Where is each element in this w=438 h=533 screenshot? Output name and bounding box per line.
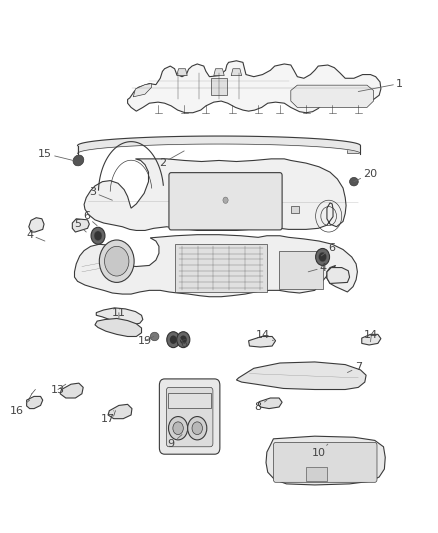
FancyBboxPatch shape (166, 387, 213, 447)
Circle shape (99, 240, 134, 282)
Text: 5: 5 (74, 219, 86, 232)
Text: 6: 6 (321, 243, 336, 256)
Text: 17: 17 (101, 411, 115, 424)
Circle shape (192, 422, 202, 434)
Circle shape (177, 332, 190, 348)
Bar (279, 251, 322, 289)
Polygon shape (266, 436, 385, 485)
Ellipse shape (73, 155, 84, 166)
Text: 14: 14 (255, 330, 273, 341)
Polygon shape (96, 308, 143, 325)
Polygon shape (29, 217, 44, 232)
FancyBboxPatch shape (273, 442, 377, 482)
Text: 11: 11 (112, 308, 126, 318)
Text: 6: 6 (180, 338, 187, 350)
Bar (291, 206, 299, 214)
Bar (211, 78, 227, 95)
Circle shape (105, 246, 129, 276)
Circle shape (319, 252, 326, 262)
Polygon shape (95, 318, 141, 336)
Bar (306, 467, 327, 481)
Text: 16: 16 (10, 400, 30, 416)
Text: 9: 9 (168, 434, 182, 449)
Text: 13: 13 (51, 384, 66, 394)
FancyBboxPatch shape (169, 173, 282, 230)
Polygon shape (237, 362, 366, 390)
Text: 15: 15 (38, 149, 73, 160)
Polygon shape (133, 84, 152, 97)
Polygon shape (127, 61, 381, 113)
Polygon shape (27, 397, 43, 409)
Polygon shape (214, 69, 224, 76)
Polygon shape (231, 69, 242, 76)
Bar (347, 146, 360, 152)
Text: 10: 10 (312, 444, 328, 458)
Text: 4: 4 (26, 230, 45, 241)
Text: 3: 3 (89, 187, 113, 200)
Circle shape (170, 335, 177, 344)
Bar (176, 244, 267, 292)
Text: 1: 1 (358, 78, 403, 92)
Circle shape (91, 227, 105, 244)
Circle shape (316, 248, 329, 265)
Bar (168, 393, 211, 408)
Polygon shape (72, 219, 89, 232)
Circle shape (180, 335, 187, 344)
Polygon shape (177, 69, 187, 76)
Polygon shape (249, 336, 276, 347)
Ellipse shape (150, 332, 159, 341)
Polygon shape (78, 136, 360, 154)
Circle shape (169, 417, 187, 440)
Text: 8: 8 (254, 400, 267, 412)
Polygon shape (291, 85, 374, 108)
Circle shape (167, 332, 180, 348)
Text: 14: 14 (364, 330, 378, 342)
Ellipse shape (350, 177, 358, 186)
Polygon shape (362, 334, 381, 345)
Circle shape (187, 417, 207, 440)
Text: 6: 6 (83, 211, 97, 225)
Polygon shape (84, 159, 346, 230)
FancyBboxPatch shape (159, 379, 220, 454)
Text: 4: 4 (308, 263, 327, 272)
Polygon shape (60, 383, 83, 398)
Circle shape (94, 231, 102, 240)
Polygon shape (74, 235, 357, 297)
Text: 7: 7 (347, 362, 362, 373)
Circle shape (223, 197, 228, 204)
Circle shape (173, 422, 184, 434)
Text: 19: 19 (138, 336, 154, 346)
Polygon shape (258, 398, 282, 409)
Text: 2: 2 (159, 151, 184, 168)
Text: 20: 20 (354, 169, 378, 182)
Polygon shape (108, 405, 132, 419)
Polygon shape (327, 268, 350, 284)
